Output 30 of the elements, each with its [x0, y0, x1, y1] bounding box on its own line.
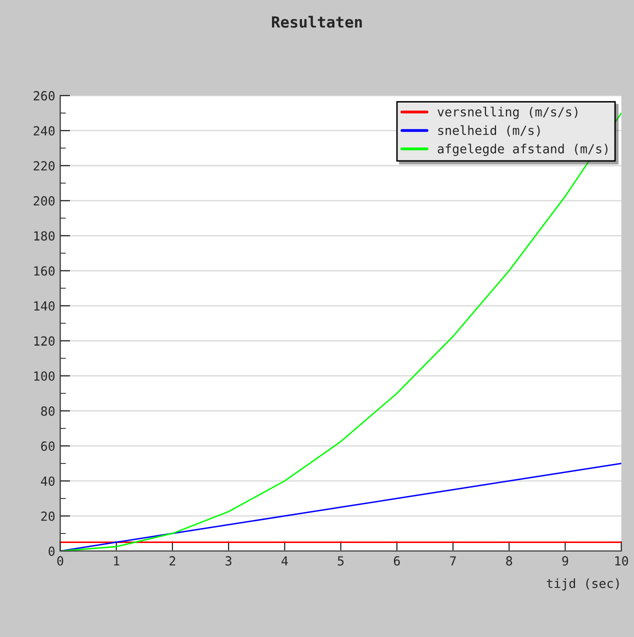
y-tick-label: 20	[41, 511, 55, 521]
x-tick-label: 10	[615, 556, 628, 566]
y-tick-label: 120	[34, 336, 55, 346]
y-tick-label: 240	[34, 126, 55, 136]
y-tick-label: 60	[41, 441, 55, 451]
chart-title: Resultaten	[272, 16, 362, 28]
y-tick-label: 0	[48, 546, 55, 556]
x-tick-label: 6	[394, 556, 400, 566]
y-tick-label: 80	[41, 406, 55, 416]
x-tick-label: 7	[450, 556, 456, 566]
y-tick-label: 180	[34, 231, 55, 241]
x-tick-label: 1	[114, 556, 120, 566]
x-tick-label: 9	[562, 556, 568, 566]
x-tick-label: 8	[506, 556, 512, 566]
y-tick-label: 200	[34, 196, 55, 206]
y-tick-label: 40	[40, 476, 55, 486]
y-tick-label: 220	[34, 161, 55, 171]
x-tick-label: 2	[170, 556, 176, 566]
x-tick-label: 4	[282, 556, 288, 566]
x-tick-label: 5	[338, 556, 344, 566]
x-axis-title: tijd (sec)	[546, 578, 619, 590]
legend-label: snelheid (m/s)	[438, 125, 540, 137]
y-tick-label: 260	[34, 91, 55, 101]
legend-label: afgelegde afstand (m/s)	[438, 144, 608, 156]
legend-label: versnelling (m/s/s)	[438, 106, 578, 120]
x-tick-label: 3	[226, 556, 232, 566]
y-tick-label: 160	[34, 266, 55, 276]
x-tick-label: 0	[57, 556, 64, 566]
y-tick-label: 100	[34, 371, 55, 381]
y-tick-label: 140	[34, 301, 55, 311]
